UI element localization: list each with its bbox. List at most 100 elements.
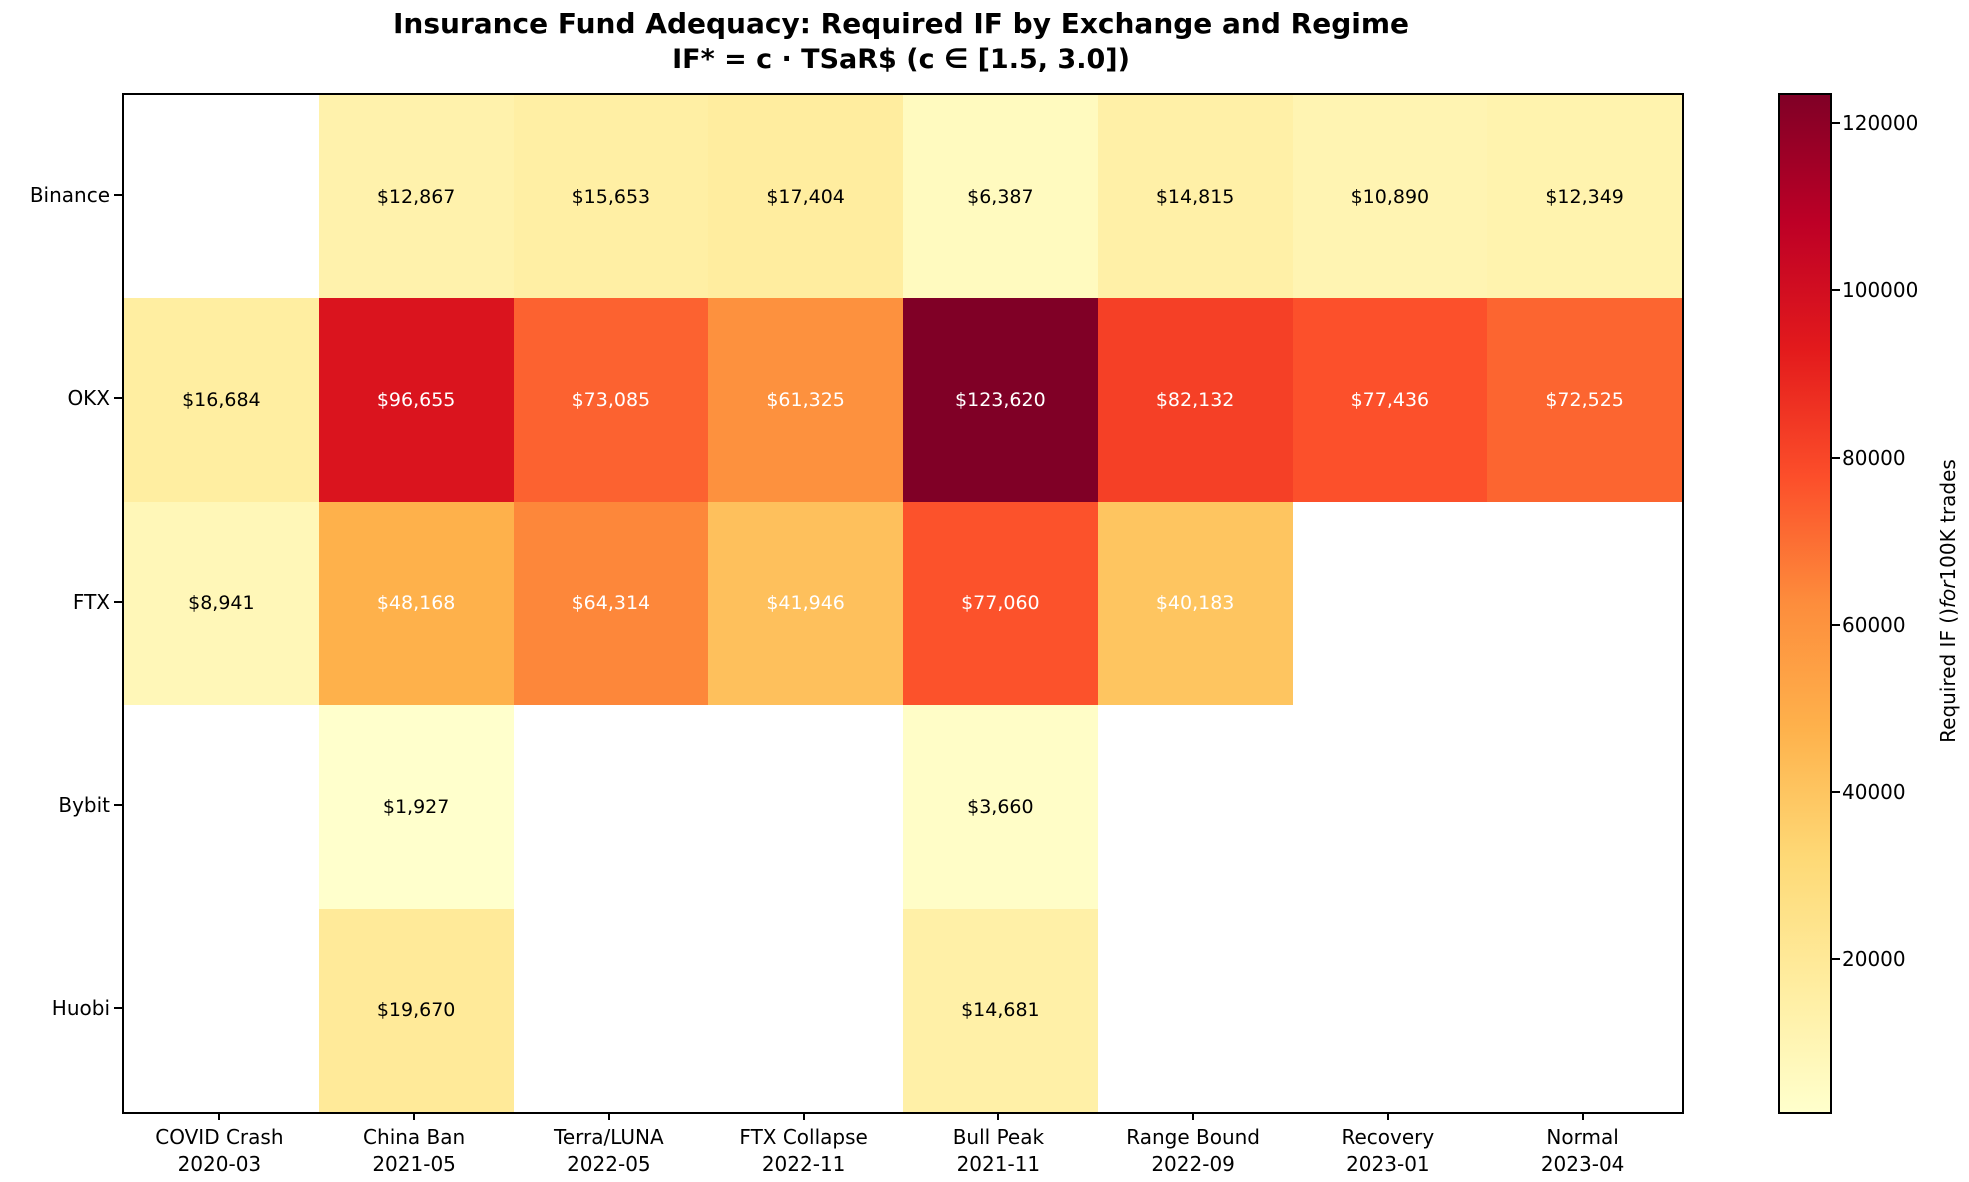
- cell-value-label: $123,620: [955, 389, 1046, 412]
- cell-value-label: $8,941: [188, 592, 255, 615]
- heatmap-cell-ftx-3: $64,314: [513, 501, 709, 706]
- heatmap-cell-binance-8: $12,349: [1487, 95, 1682, 299]
- heatmap-cell-okx-2: $96,655: [318, 298, 514, 502]
- tick-mark: [1386, 1112, 1389, 1120]
- colorbar-tick-100000: 100000: [1842, 278, 1919, 303]
- regime-name: Normal: [1546, 1125, 1619, 1149]
- heatmap-cell-ftx-8: [1487, 501, 1682, 706]
- heatmap-cell-ftx-7: [1292, 501, 1488, 706]
- heatmap-cell-bybit-2: $1,927: [318, 705, 514, 909]
- heatmap-cell-bybit-6: [1097, 705, 1293, 909]
- colorbar-tick-20000: 20000: [1842, 946, 1906, 971]
- regime-date: 2021-11: [956, 1152, 1041, 1176]
- regime-date: 2021-05: [372, 1152, 456, 1176]
- colorbar-tick-80000: 80000: [1842, 445, 1906, 470]
- colorbar-tick-60000: 60000: [1842, 612, 1906, 637]
- tick-mark: [1832, 456, 1840, 459]
- heatmap-cell-ftx-6: $40,183: [1097, 501, 1293, 706]
- heatmap-cell-huobi-5: $14,681: [903, 908, 1098, 1112]
- colorbar-label-prefix: Required IF (): [1936, 608, 1960, 743]
- heatmap-cell-okx-7: $77,436: [1292, 298, 1488, 502]
- cell-value-label: $96,655: [376, 389, 456, 412]
- regime-name: Bull Peak: [952, 1125, 1045, 1149]
- heatmap-cell-huobi-4: [708, 908, 903, 1112]
- colorbar-label-italic: for: [1936, 580, 1960, 609]
- tick-mark: [413, 1112, 416, 1120]
- heatmap-cell-okx-8: $72,525: [1487, 298, 1682, 502]
- regime-name: FTX Collapse: [739, 1125, 868, 1149]
- heatmap-cell-okx-4: $61,325: [708, 298, 903, 502]
- tick-mark: [1832, 957, 1840, 960]
- cell-value-label: $12,349: [1545, 185, 1624, 208]
- regime-date: 2022-09: [1151, 1152, 1235, 1176]
- heatmap-cell-ftx-1: $8,941: [124, 501, 319, 706]
- heatmap-cell-okx-1: $16,684: [124, 298, 319, 502]
- heatmap-cell-bybit-1: [124, 705, 319, 909]
- cell-value-label: $61,325: [766, 389, 845, 412]
- x-tick-label-china-ban: China Ban 2021-05: [363, 1124, 465, 1178]
- heatmap-cell-huobi-6: [1097, 908, 1293, 1112]
- tick-mark: [802, 1112, 805, 1120]
- heatmap-cell-binance-6: $14,815: [1097, 95, 1293, 299]
- regime-name: Recovery: [1341, 1125, 1435, 1149]
- heatmap-cell-okx-6: $82,132: [1097, 298, 1293, 502]
- regime-date: 2023-04: [1540, 1152, 1625, 1176]
- heatmap-cell-okx-5: $123,620: [903, 298, 1098, 502]
- cell-value-label: $15,653: [571, 185, 651, 208]
- regime-name: COVID Crash: [155, 1125, 284, 1149]
- heatmap-cell-bybit-3: [513, 705, 709, 909]
- cell-value-label: $82,132: [1155, 389, 1235, 412]
- cell-value-label: $16,684: [182, 389, 261, 412]
- x-tick-label-terra-luna: Terra/LUNA 2022-05: [554, 1124, 664, 1178]
- colorbar-tick-120000: 120000: [1842, 111, 1919, 136]
- cell-value-label: $14,681: [961, 999, 1040, 1022]
- tick-mark: [114, 803, 122, 806]
- cell-value-label: $72,525: [1545, 389, 1624, 412]
- cell-value-label: $77,436: [1350, 389, 1430, 412]
- x-tick-label-covid-crash: COVID Crash 2020-03: [155, 1124, 283, 1178]
- x-tick-label-recovery: Recovery 2023-01: [1342, 1124, 1435, 1178]
- x-tick-label-range-bound: Range Bound 2022-09: [1126, 1124, 1260, 1178]
- cell-value-label: $64,314: [571, 592, 651, 615]
- colorbar-axis-label: Required IF ()for100K trades: [1936, 459, 1960, 743]
- cell-value-label: $19,670: [376, 999, 456, 1022]
- heatmap-cell-binance-5: $6,387: [903, 95, 1098, 299]
- colorbar-label-suffix: 100K trades: [1936, 459, 1960, 581]
- tick-mark: [1581, 1112, 1584, 1120]
- y-tick-label-binance: Binance: [29, 182, 110, 207]
- cell-value-label: $12,867: [376, 185, 456, 208]
- cell-value-label: $10,890: [1350, 185, 1430, 208]
- regime-name: Terra/LUNA: [554, 1125, 664, 1149]
- heatmap-cell-binance-3: $15,653: [513, 95, 709, 299]
- heatmap-cell-ftx-4: $41,946: [708, 501, 903, 706]
- regime-date: 2022-05: [567, 1152, 651, 1176]
- heatmap-cell-huobi-8: [1487, 908, 1682, 1112]
- heatmap-cell-bybit-4: [708, 705, 903, 909]
- regime-name: Range Bound: [1126, 1125, 1260, 1149]
- heatmap-cell-binance-2: $12,867: [318, 95, 514, 299]
- regime-date: 2023-01: [1346, 1152, 1430, 1176]
- heatmap-cell-huobi-3: [513, 908, 709, 1112]
- cell-value-label: $77,060: [961, 592, 1040, 615]
- tick-mark: [1832, 289, 1840, 292]
- colorbar-tick-40000: 40000: [1842, 779, 1906, 804]
- heatmap-cell-binance-1: [124, 95, 319, 299]
- tick-mark: [114, 397, 122, 400]
- chart-subtitle: IF* = c · TSaR$ (c ∈ [1.5, 3.0]): [672, 44, 1130, 75]
- tick-mark: [114, 1007, 122, 1010]
- cell-value-label: $3,660: [967, 795, 1034, 818]
- x-tick-label-bull-peak: Bull Peak 2021-11: [953, 1124, 1044, 1178]
- tick-mark: [1192, 1112, 1195, 1120]
- cell-value-label: $6,387: [967, 185, 1034, 208]
- tick-mark: [114, 600, 122, 603]
- heatmap-cell-okx-3: $73,085: [513, 298, 709, 502]
- heatmap-cell-bybit-7: [1292, 705, 1488, 909]
- heatmap-cell-binance-4: $17,404: [708, 95, 903, 299]
- y-tick-label-huobi: Huobi: [51, 996, 110, 1021]
- tick-mark: [1832, 623, 1840, 626]
- tick-mark: [114, 193, 122, 196]
- chart-title: Insurance Fund Adequacy: Required IF by …: [392, 7, 1410, 40]
- heatmap-cell-ftx-5: $77,060: [903, 501, 1098, 706]
- regime-name: China Ban: [363, 1125, 466, 1149]
- heatmap-cell-huobi-7: [1292, 908, 1488, 1112]
